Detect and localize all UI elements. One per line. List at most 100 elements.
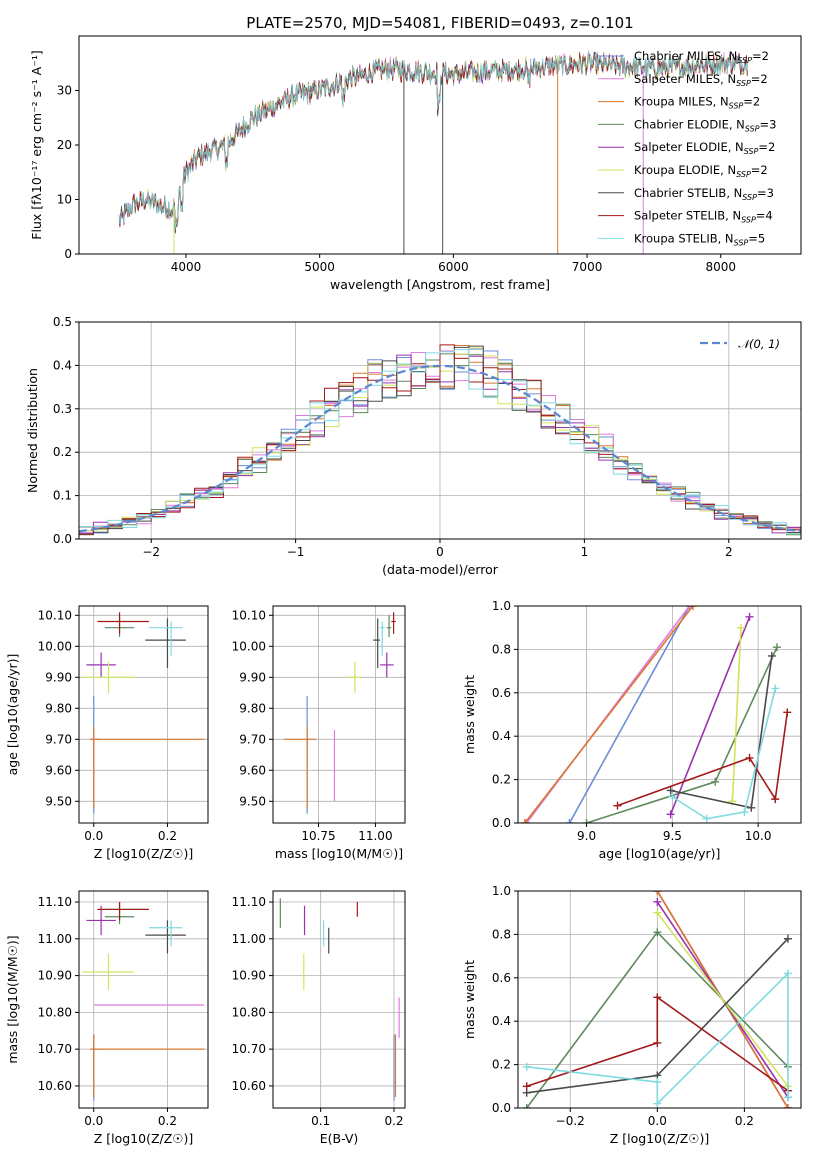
y-tick-label: 9.80: [239, 701, 266, 715]
plot-area-spectrum: [118, 50, 748, 254]
x-tick-label: 0.0: [84, 829, 103, 843]
x-tick-label: 10.75: [301, 829, 335, 843]
weight-marker: [783, 1093, 792, 1102]
y-tick-label: 11.00: [38, 932, 72, 946]
x-axis-label: wavelength [Angstrom, rest frame]: [330, 277, 550, 292]
y-axis-label: Normed distribution: [25, 368, 40, 493]
y-tick-label: 10.60: [38, 1079, 72, 1093]
x-tick-label: 9.5: [663, 829, 682, 843]
legend-label: Chabrier STELIB, NSSP=3: [634, 186, 774, 202]
weight-line: [524, 606, 694, 823]
weight-marker: [745, 612, 754, 621]
y-tick-label: 0.8: [492, 927, 511, 941]
y-tick-label: 1.0: [492, 884, 511, 898]
weight-marker: [772, 643, 781, 652]
weight-marker: [653, 993, 662, 1002]
y-tick-label: 10: [57, 193, 72, 207]
y-tick-label: 9.50: [239, 794, 266, 808]
y-tick-label: 11.00: [232, 932, 266, 946]
weight-marker: [522, 1104, 531, 1108]
weight-marker: [685, 606, 694, 610]
weight-marker: [771, 684, 780, 693]
x-tick-label: 5000: [304, 260, 335, 274]
chart-title: PLATE=2570, MJD=54081, FIBERID=0493, z=0…: [246, 14, 633, 32]
plot-area-mass-weight-vs-age: [518, 606, 801, 823]
weight-marker: [745, 753, 754, 762]
weight-marker: [520, 819, 529, 823]
y-tick-label: 0.0: [492, 816, 511, 830]
y-axis-label: Flux [fλ10⁻¹⁷ erg cm⁻² s⁻¹ A⁻¹]: [29, 50, 44, 239]
weight-marker: [522, 1082, 531, 1091]
plot-area-age-vs-mass: [273, 606, 405, 823]
y-tick-label: 9.60: [239, 763, 266, 777]
y-tick-label: 10.00: [232, 639, 266, 653]
y-tick-label: 10.90: [38, 969, 72, 983]
weight-line: [656, 912, 789, 1087]
x-tick-label: 8000: [706, 260, 737, 274]
y-tick-label: 0.0: [53, 532, 72, 546]
x-tick-label: 2: [725, 545, 733, 559]
y-tick-label: 1.0: [492, 599, 511, 613]
legend-label: Chabrier MILES, NSSP=2: [634, 49, 769, 65]
y-axis-label: age [log10(age/yr)]: [5, 654, 20, 776]
plot-area-mass-weight-vs-Z: [518, 891, 801, 1108]
x-axis-label: (data-model)/error: [382, 562, 499, 577]
weight-marker: [711, 777, 720, 786]
plot-area-mass-vs-Z: [79, 891, 208, 1108]
panel-spectrum: 4000 5000 6000 7000 8000 0 10 20 30 wavelength [A…: [29, 14, 802, 292]
x-tick-label: 0.2: [384, 1114, 403, 1128]
y-tick-label: 10.70: [38, 1042, 72, 1056]
plot-area-mass-vs-EBV: [273, 891, 405, 1108]
x-axis-label: Z [log10(Z/Z☉)]: [94, 846, 194, 861]
y-tick-label: 9.80: [45, 701, 72, 715]
weight-marker: [653, 891, 662, 895]
weight-line: [731, 627, 742, 802]
y-tick-label: 0.1: [53, 489, 72, 503]
weight-marker: [771, 795, 780, 804]
x-tick-label: 1: [581, 545, 589, 559]
legend-label: Kroupa ELODIE, NSSP=2: [634, 163, 768, 179]
legend-label: Salpeter STELIB, NSSP=4: [634, 209, 773, 225]
x-tick-label: 0.2: [158, 829, 177, 843]
plot-area-residuals: [79, 322, 801, 539]
y-tick-label: 10.70: [232, 1042, 266, 1056]
axes-frame: [517, 890, 802, 1109]
weight-marker: [666, 786, 675, 795]
panel-age-vs-Z: 0.0 0.2 9.50 9.60 9.70 9.80 9.90 10.00 10.10 Z [l…: [5, 605, 209, 861]
y-tick-label: 0.2: [53, 445, 72, 459]
weight-marker: [653, 1077, 662, 1086]
y-tick-label: 11.10: [232, 895, 266, 909]
y-tick-label: 11.10: [38, 895, 72, 909]
weight-line: [526, 995, 789, 1092]
y-tick-label: 0.2: [492, 1058, 511, 1072]
y-tick-label: 0.6: [492, 686, 511, 700]
x-tick-label: 6000: [438, 260, 469, 274]
y-tick-label: 0.2: [492, 773, 511, 787]
legend-label: 𝒩(0, 1): [738, 337, 780, 351]
axes-frame: [78, 890, 209, 1109]
histogram-step: [79, 344, 801, 535]
y-tick-label: 10.90: [232, 969, 266, 983]
x-axis-label: Z [log10(Z/Z☉)]: [94, 1131, 194, 1146]
y-tick-label: 0.4: [492, 1014, 511, 1028]
y-axis-label: mass weight: [462, 960, 477, 1039]
y-tick-label: 0.3: [53, 402, 72, 416]
weight-marker: [783, 1104, 792, 1108]
y-tick-label: 10.60: [232, 1079, 266, 1093]
weight-marker: [688, 606, 697, 610]
weight-marker: [653, 1038, 662, 1047]
y-tick-label: 9.70: [45, 732, 72, 746]
y-tick-label: 20: [57, 138, 72, 152]
x-tick-label: 0.0: [648, 1114, 667, 1128]
y-tick-label: 0.4: [53, 358, 72, 372]
weight-marker: [653, 1099, 662, 1108]
panel-mass-vs-Z: 0.0 0.2 10.60 10.70 10.80 10.90 11.00 11.10 Z [l…: [5, 890, 209, 1146]
x-tick-label: −2: [142, 545, 160, 559]
weight-marker: [702, 814, 711, 823]
weight-marker: [767, 651, 776, 660]
weight-line: [669, 616, 751, 815]
y-tick-label: 10.00: [38, 639, 72, 653]
y-axis-label: mass weight: [462, 675, 477, 754]
y-axis-label: mass [log10(M/M☉)]: [5, 935, 20, 1063]
x-tick-label: 9.0: [577, 829, 596, 843]
